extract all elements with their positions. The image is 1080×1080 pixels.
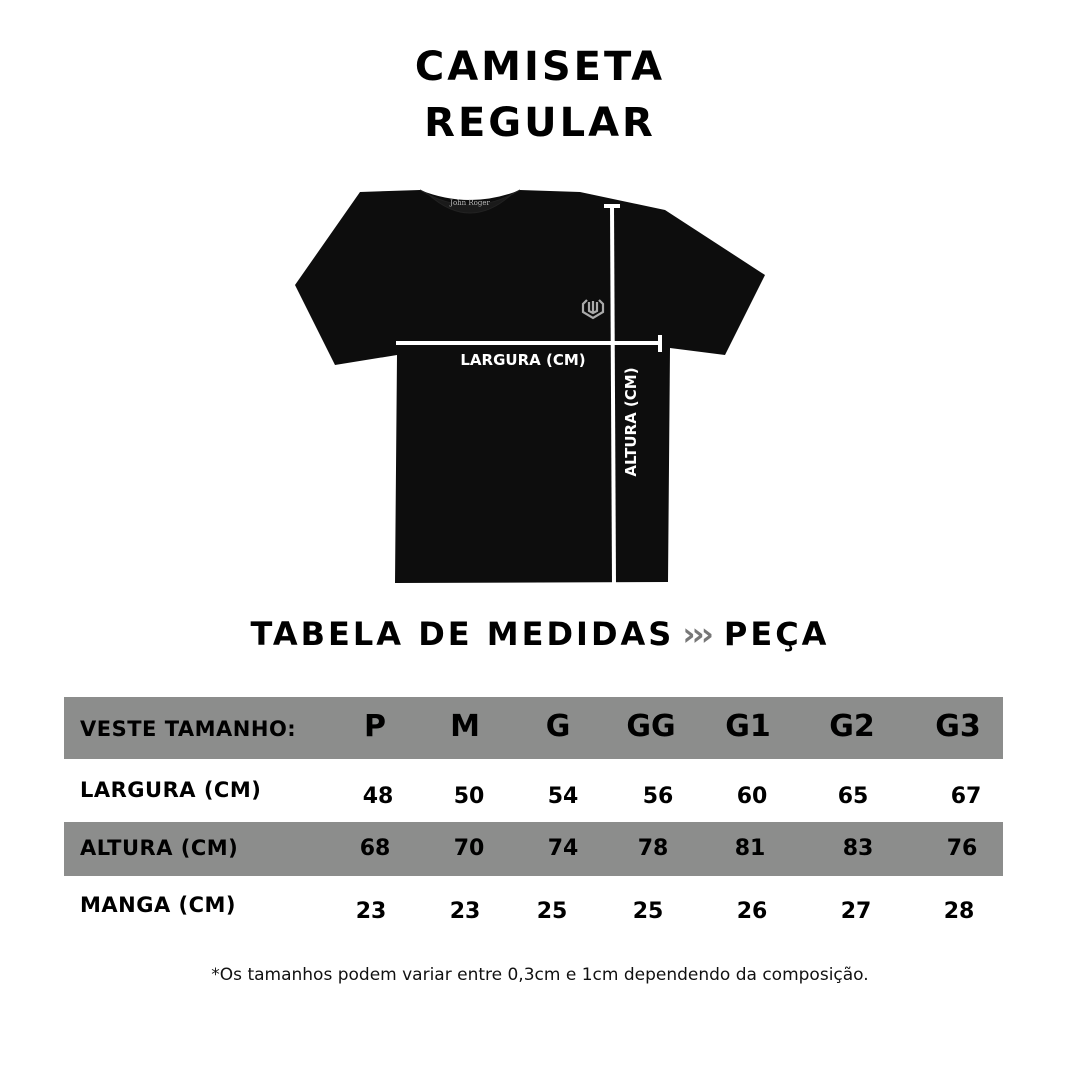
triple-chevron-icon: ››› xyxy=(682,615,714,653)
neck-label-logo: John Roger xyxy=(449,199,490,207)
height-label: ALTURA (CM) xyxy=(622,367,640,476)
title-line-2: REGULAR xyxy=(424,100,656,146)
table-cell: 81 xyxy=(734,836,766,861)
size-header: G3 xyxy=(935,709,981,744)
table-cell: 67 xyxy=(950,784,982,809)
table-cell: 54 xyxy=(547,784,579,809)
header-label: VESTE TAMANHO: xyxy=(80,717,297,741)
table-cell: 50 xyxy=(453,784,485,809)
table-title-right: PEÇA xyxy=(723,615,830,653)
size-header: G1 xyxy=(725,709,771,744)
table-row-altura: ALTURA (CM) 68 70 74 78 81 83 76 xyxy=(64,822,1003,876)
table-cell: 25 xyxy=(536,899,568,924)
size-header-row: VESTE TAMANHO: P M G GG G1 G2 G3 xyxy=(64,697,1003,759)
row-label: ALTURA (CM) xyxy=(80,836,239,860)
size-header: GG xyxy=(626,709,676,744)
height-measure-line xyxy=(604,204,620,585)
table-cell: 74 xyxy=(547,836,579,861)
table-cell: 65 xyxy=(837,784,869,809)
row-label: LARGURA (CM) xyxy=(80,778,262,802)
size-header: G2 xyxy=(829,709,875,744)
table-cell: 76 xyxy=(946,836,978,861)
table-row-manga: MANGA (CM) 23 23 25 25 26 27 28 xyxy=(64,877,1003,935)
table-cell: 60 xyxy=(736,784,768,809)
tshirt-illustration: John Roger LARGURA (CM) ALTURA (CM) xyxy=(295,189,765,585)
chest-logo-icon xyxy=(581,299,605,320)
table-cell: 25 xyxy=(632,899,664,924)
table-cell: 78 xyxy=(637,836,669,861)
title-line-1: CAMISETA xyxy=(414,44,666,90)
width-label: LARGURA (CM) xyxy=(460,351,585,369)
table-cell: 48 xyxy=(362,784,394,809)
table-title-left: TABELA DE MEDIDAS xyxy=(250,615,675,653)
size-header: G xyxy=(545,709,571,744)
table-row-largura: LARGURA (CM) 48 50 54 56 60 65 67 xyxy=(64,760,1003,821)
row-label: MANGA (CM) xyxy=(80,893,237,917)
width-measure-line xyxy=(396,335,662,352)
table-cell: 27 xyxy=(840,899,872,924)
table-cell: 28 xyxy=(943,899,975,924)
tshirt-body xyxy=(295,190,765,583)
table-cell: 23 xyxy=(449,899,481,924)
table-cell: 26 xyxy=(736,899,768,924)
size-header: P xyxy=(364,709,386,744)
table-cell: 83 xyxy=(842,836,874,861)
size-header: M xyxy=(450,709,480,744)
table-cell: 56 xyxy=(642,784,674,809)
tshirt-collar xyxy=(419,189,521,214)
table-cell: 68 xyxy=(359,836,391,861)
footnote: *Os tamanhos podem variar entre 0,3cm e … xyxy=(211,965,869,985)
table-cell: 70 xyxy=(453,836,485,861)
table-title: TABELA DE MEDIDAS ››› PEÇA xyxy=(0,615,1080,653)
table-cell: 23 xyxy=(355,899,387,924)
